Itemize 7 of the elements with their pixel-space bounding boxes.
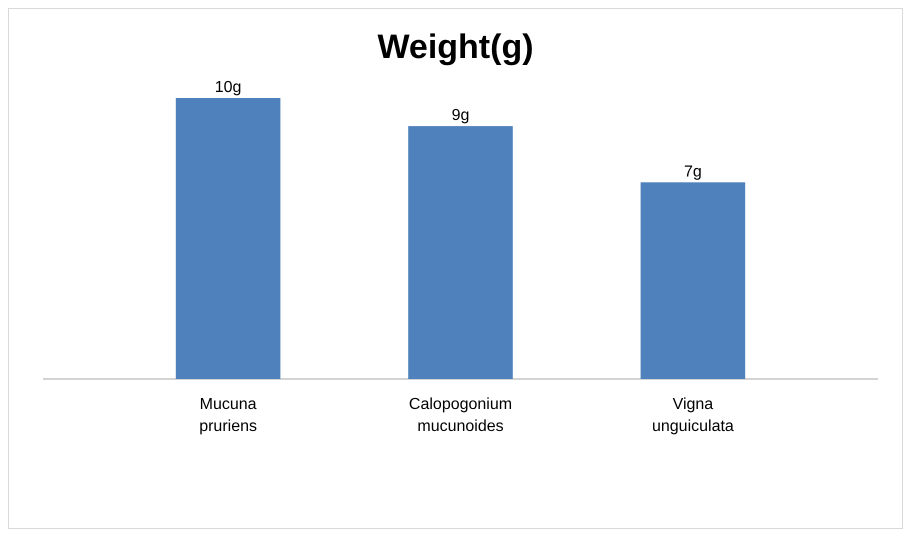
x-tick-label: Mucuna pruriens xyxy=(199,396,258,435)
chart-title: Weight(g) xyxy=(377,28,534,66)
x-tick-label: Calopogonium mucunoides xyxy=(408,396,512,435)
x-tick-label: Vigna unguiculata xyxy=(652,396,734,435)
data-label: 10g xyxy=(214,79,242,96)
data-label: 7g xyxy=(684,163,702,180)
data-label: 9g xyxy=(452,107,470,124)
